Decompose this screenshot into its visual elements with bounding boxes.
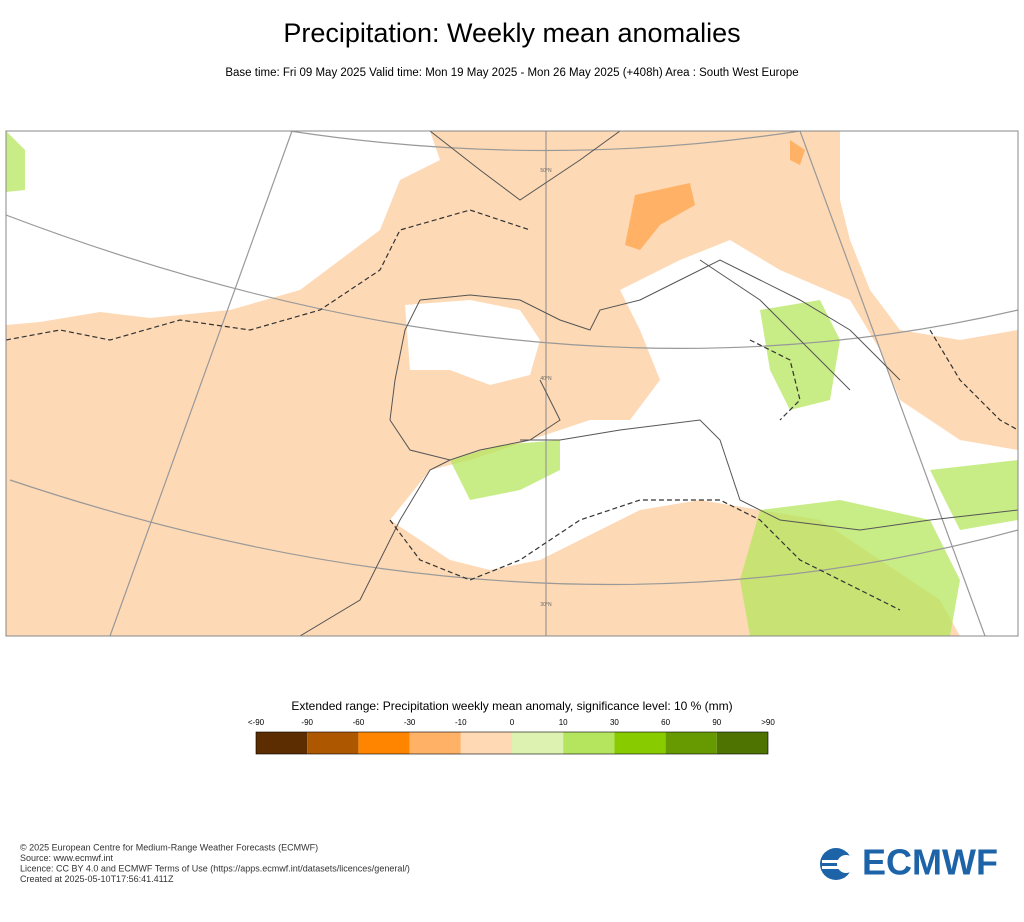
wet-area [740, 500, 960, 636]
colorbar-swatch [665, 732, 717, 754]
footer-line: Created at 2025-05-10T17:56:41.411Z [20, 874, 174, 884]
colorbar-swatch [256, 732, 308, 754]
no-signal-area [840, 131, 1018, 340]
colorbar-label: 0 [510, 718, 515, 727]
coastline [299, 131, 1018, 636]
colorbar-label: -10 [455, 718, 467, 727]
logo: ECMWF [820, 842, 998, 883]
colorbar-swatch [512, 732, 564, 754]
colorbar-label: >90 [761, 718, 775, 727]
colorbar-label: -30 [404, 718, 416, 727]
map: 50°N 40°N 30°N [6, 131, 1018, 636]
colorbar-label: 90 [712, 718, 721, 727]
colorbar-swatch [614, 732, 666, 754]
lat-label: 40°N [540, 376, 552, 382]
dry-area [625, 183, 695, 250]
logo-icon [822, 860, 852, 863]
colorbar-swatch [716, 732, 768, 754]
colorbar-label: -60 [353, 718, 365, 727]
map-frame [5, 130, 1019, 637]
title: Precipitation: Weekly mean anomalies [283, 18, 740, 48]
lat-label: 50°N [540, 168, 552, 174]
footer-line: Licence: CC BY 4.0 and ECMWF Terms of Us… [20, 863, 410, 873]
colorbar-swatch [307, 732, 359, 754]
wet-area [450, 440, 560, 500]
wet-area [760, 300, 840, 410]
colorbar-border [255, 731, 769, 755]
colorbar-label: 10 [559, 718, 568, 727]
colorbar: <-90 -90 -60 -30 -10 0 10 30 60 90 >90 [248, 718, 775, 755]
colorbar-label: <-90 [248, 718, 265, 727]
colorbar-swatch [409, 732, 461, 754]
significance-contour [6, 209, 1018, 611]
no-signal-area [405, 300, 540, 385]
legend-title: Extended range: Precipitation weekly mea… [291, 699, 732, 713]
colorbar-label: -90 [301, 718, 313, 727]
lat-label: 30°N [540, 602, 552, 608]
colorbar-label: 60 [661, 718, 670, 727]
logo-icon [837, 855, 855, 873]
footer: © 2025 European Centre for Medium-Range … [20, 842, 410, 884]
logo-text: ECMWF [862, 842, 998, 883]
logo-icon [822, 866, 852, 869]
graticule [6, 131, 1018, 636]
colorbar-label: 30 [610, 718, 619, 727]
dry-area [790, 140, 805, 165]
footer-line: Source: www.ecmwf.int [20, 853, 114, 863]
no-signal-area [6, 131, 440, 325]
colorbar-swatch [563, 732, 615, 754]
colorbar-swatch [358, 732, 410, 754]
colorbar-swatch [460, 732, 512, 754]
footer-line: © 2025 European Centre for Medium-Range … [20, 842, 318, 852]
subtitle: Base time: Fri 09 May 2025 Valid time: M… [225, 67, 798, 79]
wet-area [6, 131, 25, 192]
